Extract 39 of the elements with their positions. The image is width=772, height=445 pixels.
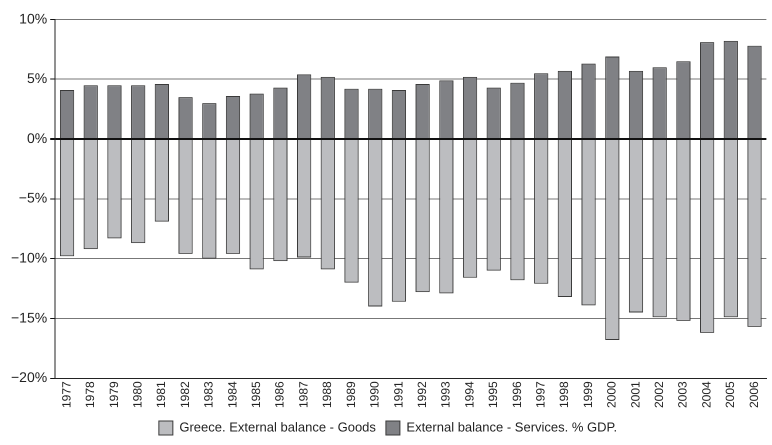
x-tick-label: 1984 — [225, 380, 240, 408]
x-tick-label: 1999 — [580, 380, 595, 408]
x-tick-label: 1982 — [178, 380, 192, 408]
x-tick-label: 1992 — [414, 380, 429, 408]
x-tick-label: 1997 — [533, 380, 548, 408]
x-tick-label: 2006 — [746, 380, 761, 408]
x-tick-label: 1989 — [344, 380, 358, 408]
x-tick-label: 2001 — [628, 380, 642, 408]
x-tick-label: 1993 — [438, 380, 453, 408]
x-tick-label: 2005 — [723, 380, 738, 408]
x-tick-label: 1994 — [462, 380, 476, 408]
y-tick-label: −15% — [10, 309, 48, 326]
y-tick-label: 5% — [26, 70, 48, 86]
x-tick-label: 1987 — [296, 380, 310, 408]
legend-label: Greece. External balance - Goods — [179, 420, 376, 435]
x-tick-label: 2003 — [676, 380, 690, 408]
x-tick-label: 1979 — [106, 380, 121, 408]
x-tick-label: 1985 — [249, 380, 264, 408]
x-tick-label: 1986 — [272, 380, 287, 408]
y-tick-label: −20% — [10, 369, 48, 386]
x-tick-label: 1995 — [486, 380, 500, 408]
x-tick-label: 2002 — [652, 380, 666, 408]
x-tick-label: 1988 — [320, 380, 334, 408]
y-tick-label: −5% — [18, 190, 48, 206]
x-tick-label: 1983 — [202, 380, 216, 408]
x-tick-label: 1977 — [59, 380, 74, 408]
x-tick-label: 1981 — [154, 380, 168, 408]
x-tick-label: 2000 — [604, 380, 619, 408]
y-tick-label: 10% — [19, 10, 48, 26]
x-tick-label: 1998 — [557, 380, 572, 408]
x-tick-label: 1996 — [510, 380, 524, 408]
x-tick-label: 1980 — [130, 380, 144, 408]
x-tick-label: 1991 — [391, 380, 406, 408]
y-tick-label: 0% — [26, 130, 48, 146]
x-tick-label: 2004 — [699, 380, 714, 408]
x-tick-label: 1990 — [368, 380, 382, 408]
y-tick-label: −10% — [10, 250, 48, 266]
x-tick-label: 1978 — [83, 380, 98, 408]
legend-label: External balance - Services. % GDP. — [406, 420, 618, 435]
